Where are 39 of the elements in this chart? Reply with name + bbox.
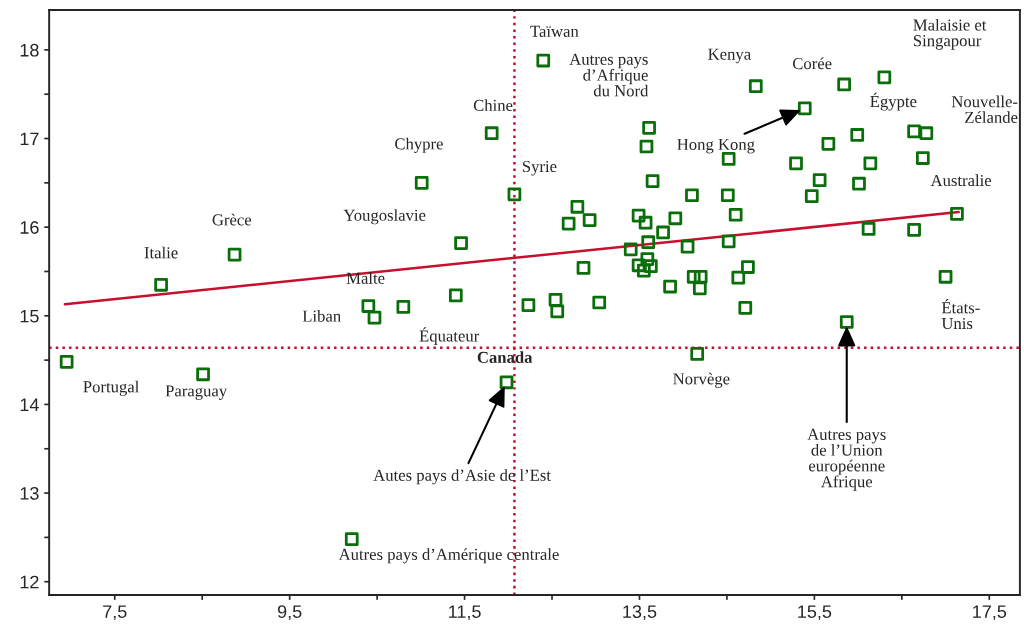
- x-tick-label: 17,5: [973, 605, 1007, 621]
- annotation: Taïwan: [530, 25, 579, 37]
- annotation: Autes pays d’Asie de l’Est: [373, 469, 551, 485]
- annotation: Corée: [792, 57, 832, 70]
- x-tick-label: 13,5: [623, 605, 657, 621]
- annotation: Australie: [930, 174, 992, 187]
- annotation: Liban: [302, 310, 341, 322]
- annotation: Portugal: [83, 380, 139, 396]
- annotation: Malaisie et Singapour: [913, 18, 987, 50]
- annotation: États- Unis: [941, 298, 980, 330]
- annotation: Canada: [477, 351, 533, 363]
- annotation: Autres pays d’Amérique centrale: [338, 548, 559, 564]
- x-tick-label: 11,5: [449, 605, 481, 621]
- y-tick-label: 13: [20, 487, 39, 500]
- annotation: Autres pays d’Afrique du Nord: [569, 53, 649, 97]
- annotation: Malte: [346, 272, 385, 284]
- annotation: Équateur: [419, 327, 480, 345]
- annotation: Yougoslavie: [343, 209, 426, 225]
- y-tick-label: 14: [20, 398, 39, 411]
- annotation: Grèce: [212, 213, 252, 226]
- y-tick-label: 18: [20, 43, 39, 57]
- annotation: Norvège: [673, 372, 730, 388]
- annotation: Italie: [144, 246, 178, 259]
- y-tick-label: 15: [20, 309, 39, 323]
- annotation: Kenya: [708, 48, 751, 64]
- x-tick-label: 7,5: [103, 605, 127, 621]
- x-tick-label: 9,5: [277, 605, 302, 621]
- annotation: Nouvelle- Zélande: [951, 95, 1018, 123]
- y-tick-label: 12: [20, 575, 39, 589]
- annotation: Égypte: [870, 92, 917, 111]
- annotation: Autres pays de l’Union européenne Afrique: [807, 428, 886, 491]
- annotation: Syrie: [522, 160, 557, 176]
- annotation: Hong Kong: [677, 138, 755, 154]
- annotation: Chypre: [395, 137, 443, 153]
- annotation: Paraguay: [165, 385, 228, 400]
- annotation: Chine: [473, 99, 513, 111]
- x-tick-label: 15,5: [798, 605, 832, 621]
- y-tick-label: 16: [20, 221, 39, 234]
- y-tick-label: 17: [20, 132, 39, 146]
